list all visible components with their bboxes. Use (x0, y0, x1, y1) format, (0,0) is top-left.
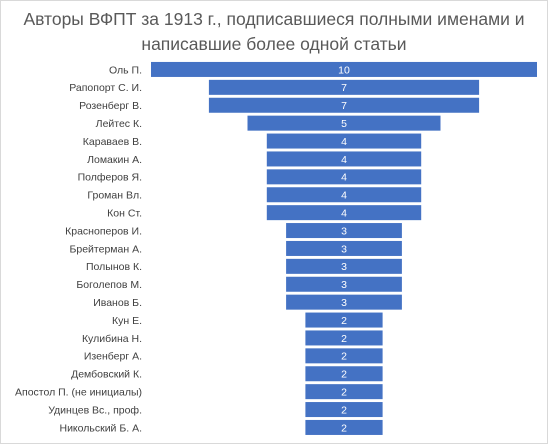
bar (286, 258, 402, 274)
bar (305, 366, 383, 382)
data-label: 7 (341, 82, 347, 94)
bar (208, 97, 480, 113)
data-label: 2 (341, 386, 347, 398)
category-label: Изенберг А. (84, 351, 142, 363)
data-label: 3 (341, 243, 347, 255)
chart-title-line-2: написавшие более одной статьи (141, 34, 407, 54)
bar (266, 133, 422, 149)
bar (247, 115, 441, 131)
data-label: 4 (341, 154, 347, 166)
data-label: 3 (341, 297, 347, 309)
data-label: 7 (341, 100, 347, 112)
category-label: Громан Вл. (87, 190, 142, 202)
category-label: Боголепов М. (76, 279, 142, 291)
bar (286, 276, 402, 292)
category-label: Полферов Я. (78, 172, 142, 184)
bar (286, 240, 402, 256)
data-label: 5 (341, 118, 347, 130)
category-label: Кун Е. (112, 315, 142, 327)
bar (305, 348, 383, 364)
bar (305, 384, 383, 400)
data-label: 4 (341, 172, 347, 184)
category-label: Ломакин А. (87, 154, 142, 166)
data-label: 4 (341, 190, 347, 202)
category-label: Никольский Б. А. (59, 422, 142, 434)
category-label: Рапопорт С. И. (69, 82, 142, 94)
data-label: 3 (341, 261, 347, 273)
data-label: 2 (341, 333, 347, 345)
chart-title: Авторы ВФПТ за 1913 г., подписавшиеся по… (1, 7, 547, 57)
data-label: 3 (341, 279, 347, 291)
category-label: Кулибина Н. (82, 333, 142, 345)
data-label: 3 (341, 225, 347, 237)
category-label: Кон Ст. (107, 207, 142, 219)
chart-title-line-1: Авторы ВФПТ за 1913 г., подписавшиеся по… (23, 9, 525, 29)
category-label: Удинцев Вс., проф. (48, 404, 142, 416)
category-label: Брейтерман А. (69, 243, 142, 255)
data-label: 2 (341, 351, 347, 363)
category-label: Полынов К. (86, 261, 142, 273)
bar (208, 79, 480, 95)
bar (266, 187, 422, 203)
bar (151, 61, 537, 77)
category-label: Красноперов И. (65, 225, 142, 237)
category-label: Оль П. (109, 64, 142, 76)
bar (305, 402, 383, 418)
bar (286, 294, 402, 310)
bar (266, 205, 422, 221)
category-label: Иванов Б. (93, 297, 142, 309)
category-label: Караваев В. (83, 136, 142, 148)
data-label: 2 (341, 404, 347, 416)
bar (305, 312, 383, 328)
category-label: Розенберг В. (79, 100, 142, 112)
data-label: 2 (341, 422, 347, 434)
data-label: 2 (341, 315, 347, 327)
category-label: Дембовский К. (71, 369, 142, 381)
bar (305, 419, 383, 435)
bar (286, 223, 402, 239)
category-label: Лейтес К. (96, 118, 142, 130)
data-label: 4 (341, 136, 347, 148)
data-label: 2 (341, 369, 347, 381)
data-label: 10 (338, 64, 350, 76)
category-label: Апостол П. (не инициалы) (15, 386, 142, 398)
bar (266, 169, 422, 185)
bar (266, 151, 422, 167)
data-label: 4 (341, 207, 347, 219)
bar (305, 330, 383, 346)
